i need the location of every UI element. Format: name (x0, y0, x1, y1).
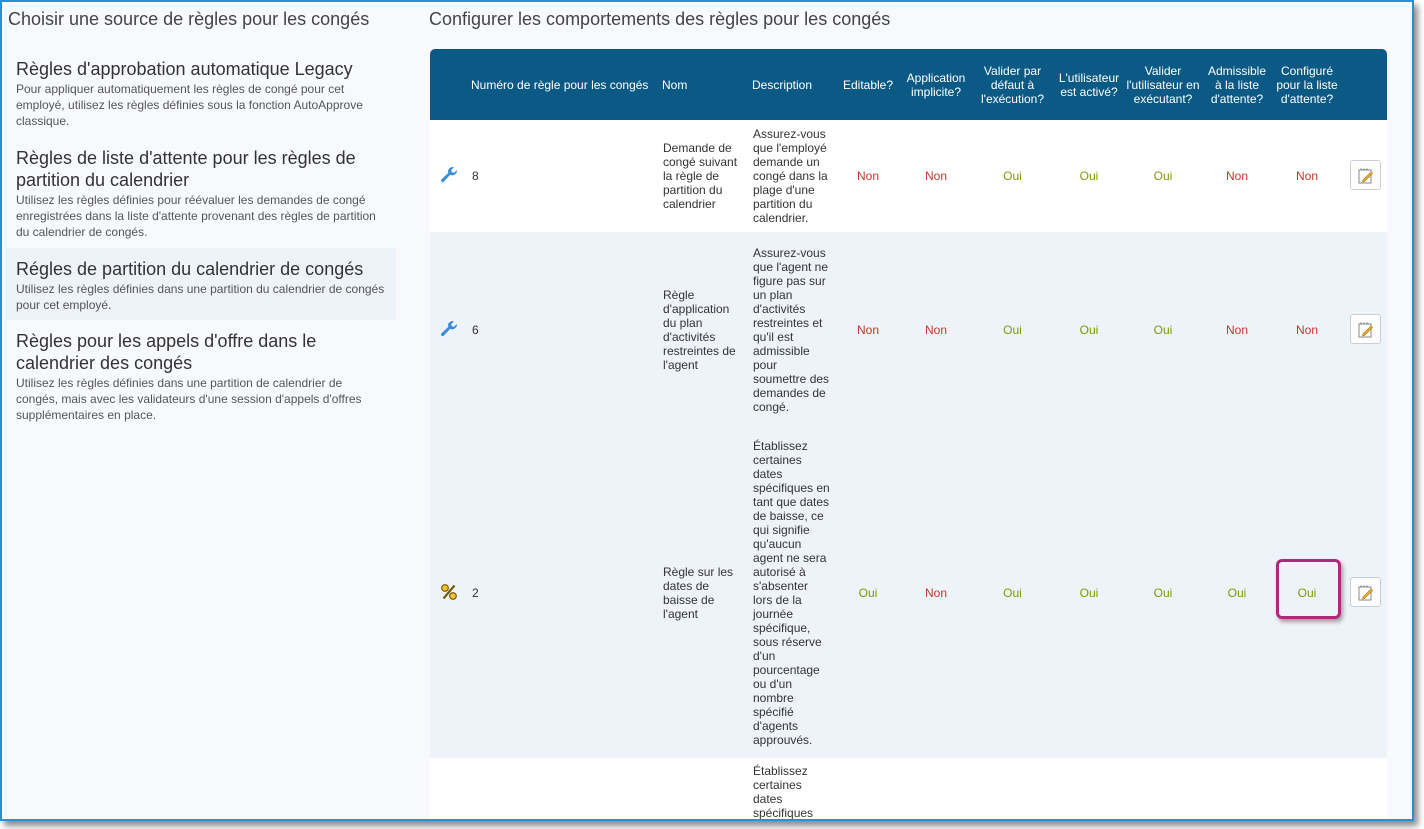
row-icon-cell (430, 232, 468, 428)
flag-editable (834, 758, 902, 819)
header-rule-number[interactable]: Numéro de règle pour les congés (468, 49, 659, 120)
source-title: Règles pour les appels d'offre dans le c… (16, 331, 317, 373)
rule-number: 6 (468, 232, 659, 428)
rule-name (659, 758, 749, 819)
percent-icon (440, 583, 458, 601)
flag-implicit: Non (902, 232, 970, 428)
header-actions (1343, 49, 1387, 120)
flag-waitlist-eligible: Non (1203, 232, 1271, 428)
source-title: Règles de liste d'attente pour les règle… (16, 148, 356, 190)
flag-validate-default (970, 758, 1055, 819)
rule-description: Assurez-vous que l'agent ne figure pas s… (749, 232, 834, 428)
table-row: 2 Règle sur les dates de baisse de l'age… (430, 428, 1387, 758)
header-editable[interactable]: Editable? (834, 49, 902, 120)
edit-button[interactable] (1349, 159, 1381, 190)
flag-waitlist-configured (1271, 758, 1343, 819)
flag-validate-default: Oui (970, 120, 1055, 232)
edit-icon (1358, 322, 1373, 337)
rule-name: Demande de congé suivant la règle de par… (659, 120, 749, 232)
row-actions (1343, 758, 1387, 819)
flag-user-enabled: Oui (1055, 120, 1123, 232)
row-icon-cell (430, 120, 468, 232)
flag-validate-user: Oui (1123, 428, 1203, 758)
source-description: Utilisez les règles définies dans une pa… (16, 282, 385, 312)
flag-waitlist-configured: Non (1271, 232, 1343, 428)
edit-button[interactable] (1349, 576, 1381, 607)
source-description: Utilisez les règles définies dans une pa… (16, 376, 362, 422)
flag-editable: Non (834, 120, 902, 232)
rule-description: Établissez certaines dates spécifiques e… (749, 428, 834, 758)
source-calendar-partition[interactable]: Régles de partition du calendrier de con… (6, 248, 396, 320)
rule-description: Assurez-vous que l'employé demande un co… (749, 120, 834, 232)
flag-validate-user (1123, 758, 1203, 819)
header-waitlist-eligible[interactable]: Admissible à la liste d'attente? (1203, 49, 1271, 120)
rule-number: 2 (468, 428, 659, 758)
table-row: 8 Demande de congé suivant la règle de p… (430, 120, 1387, 232)
header-name[interactable]: Nom (659, 49, 749, 120)
rule-description: Établissez certaines dates spécifiques (749, 758, 834, 819)
edit-icon (1358, 168, 1373, 183)
edit-icon (1358, 585, 1373, 600)
row-actions (1343, 120, 1387, 232)
flag-editable: Non (834, 232, 902, 428)
flag-validate-user: Oui (1123, 120, 1203, 232)
source-calendar-bidding[interactable]: Règles pour les appels d'offre dans le c… (6, 330, 396, 430)
row-actions (1343, 232, 1387, 428)
rule-number: 8 (468, 120, 659, 232)
flag-user-enabled: Oui (1055, 232, 1123, 428)
source-legacy-auto-approve[interactable]: Règles d'approbation automatique Legacy … (6, 58, 396, 134)
header-user-enabled[interactable]: L'utilisateur est activé? (1055, 49, 1123, 120)
rules-table-container: Numéro de règle pour les congés Nom Desc… (430, 49, 1387, 819)
flag-waitlist-configured: Non (1271, 120, 1343, 232)
row-actions (1343, 428, 1387, 758)
flag-validate-default: Oui (970, 428, 1055, 758)
header-validate-user[interactable]: Valider l'utilisateur en exécutant? (1123, 49, 1203, 120)
flag-implicit: Non (902, 428, 970, 758)
flag-validate-default: Oui (970, 232, 1055, 428)
wrench-icon (438, 318, 460, 340)
flag-user-enabled (1055, 758, 1123, 819)
flag-implicit (902, 758, 970, 819)
flag-waitlist-eligible: Non (1203, 120, 1271, 232)
source-title: Règles d'approbation automatique Legacy (16, 59, 353, 79)
source-description: Pour appliquer automatiquement les règle… (16, 82, 363, 128)
table-header-row: Numéro de règle pour les congés Nom Desc… (430, 49, 1387, 120)
flag-waitlist-eligible: Oui (1203, 428, 1271, 758)
rules-table: Numéro de règle pour les congés Nom Desc… (430, 49, 1387, 819)
rule-source-panel: Choisir une source de règles pour les co… (2, 2, 398, 819)
source-waitlist-partition[interactable]: Règles de liste d'attente pour les règle… (6, 147, 396, 243)
source-title: Régles de partition du calendrier de con… (16, 259, 364, 279)
header-icon (430, 49, 468, 120)
rule-name: Règle d'application du plan d'activités … (659, 232, 749, 428)
rule-number (468, 758, 659, 819)
rule-behaviour-title: Configurer les comportements des règles … (429, 9, 891, 29)
row-icon-cell (430, 758, 468, 819)
edit-button[interactable] (1349, 313, 1381, 344)
flag-validate-user: Oui (1123, 232, 1203, 428)
flag-implicit: Non (902, 120, 970, 232)
header-implicit[interactable]: Application implicite? (902, 49, 970, 120)
flag-waitlist-configured: Oui (1271, 428, 1343, 758)
header-validate-default[interactable]: Valider par défaut à l'exécution? (970, 49, 1055, 120)
header-waitlist-configured[interactable]: Configuré pour la liste d'attente? (1271, 49, 1343, 120)
header-description[interactable]: Description (749, 49, 834, 120)
flag-user-enabled: Oui (1055, 428, 1123, 758)
rule-source-title: Choisir une source de règles pour les co… (8, 9, 370, 29)
table-row: 6 Règle d'application du plan d'activité… (430, 232, 1387, 428)
row-icon-cell (430, 428, 468, 758)
table-row: Établissez certaines dates spécifiques (430, 758, 1387, 819)
wrench-icon (438, 164, 460, 186)
flag-waitlist-eligible (1203, 758, 1271, 819)
rule-name: Règle sur les dates de baisse de l'agent (659, 428, 749, 758)
flag-editable: Oui (834, 428, 902, 758)
source-description: Utilisez les règles définies pour rééval… (16, 193, 376, 239)
